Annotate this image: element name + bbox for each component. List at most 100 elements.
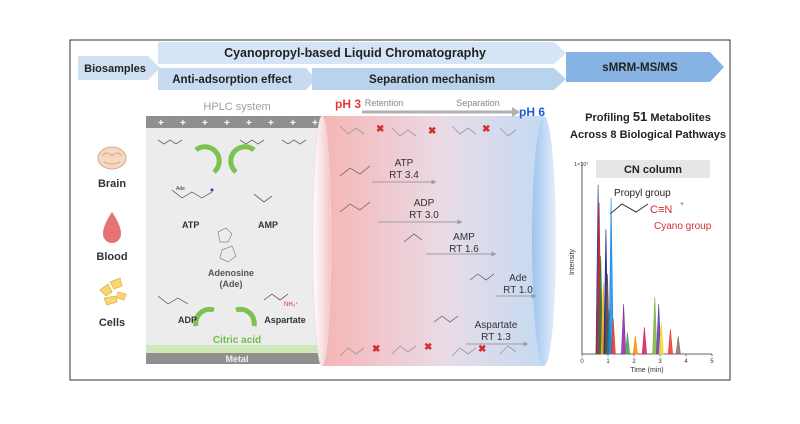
cyano-ligands (339, 125, 517, 357)
separation-mechanism-label: Separation mechanism (369, 74, 495, 86)
atp-structure (171, 188, 214, 199)
sample-brain: Brain (98, 178, 126, 190)
cells-icon (99, 277, 127, 306)
amp-structure (253, 193, 273, 203)
profiling-count: 51 (633, 109, 647, 124)
sep-amp-name: AMP (453, 232, 475, 243)
chrom-peak-9 (621, 304, 627, 355)
positive-charges: + + + + + + + + (158, 118, 318, 129)
sep-atp-rt: RT 3.4 (389, 170, 419, 181)
cyano-symbol: C≡N (650, 204, 672, 216)
column-right-cap (532, 116, 556, 366)
chrom-tick-label-4: 4 (684, 359, 688, 365)
svg-text:+: + (246, 118, 252, 129)
citric-acid-top (157, 139, 307, 145)
aspartate-structure (263, 293, 289, 301)
column-body (322, 116, 544, 366)
sample-cells: Cells (99, 317, 125, 329)
chrom-tick-label-3: 3 (658, 359, 662, 365)
chrom-peak-15 (658, 321, 664, 355)
separation-label: Separation (456, 98, 500, 108)
sep-atp-name: ATP (395, 158, 414, 169)
chrom-tick-label-2: 2 (632, 359, 636, 365)
citric-acid-label: Citric acid (213, 335, 261, 346)
sep-amp-rt: RT 1.6 (449, 244, 479, 255)
separation-mechanism-arrow (312, 68, 566, 90)
header-arrows: Biosamples Cyanopropyl-based Liquid Chro… (78, 42, 724, 90)
brain-icon (97, 146, 127, 170)
sample-blood: Blood (96, 251, 127, 263)
chrom-tick-label-5: 5 (710, 359, 714, 365)
hplc-atp-label: ATP (182, 220, 199, 230)
cyano-label: Cyano group (654, 221, 712, 232)
propyl-label: Propyl group (614, 188, 671, 199)
separation-column: pH 3 pH 6 Retention Separation ✖ ✖ ✖ ✖ ✖ ✖ (312, 97, 556, 367)
profiling-text: Profiling 51 Metabolites Across 8 Biolog… (570, 109, 726, 141)
hplc-ade-label: (Ade) (220, 279, 243, 289)
svg-text:✖: ✖ (424, 342, 432, 353)
adenosine-structure (217, 227, 237, 263)
chromatogram: 1×10⁷ Intensity Time (min) 0 1 2 3 4 5 (569, 161, 714, 374)
detection-label: sMRM-MS/MS (602, 62, 678, 74)
retention-label: Retention (365, 98, 404, 108)
svg-text:+: + (290, 118, 296, 129)
citric-binding-arrows (193, 144, 257, 327)
hplc-adp-label: ADP (178, 315, 197, 325)
svg-text:Profiling 51 Metabolites: Profiling 51 Metabolites (585, 109, 711, 124)
ph-low-label: pH 3 (335, 97, 361, 111)
hplc-adenosine-label: Adenosine (208, 268, 254, 278)
svg-text:✖: ✖ (372, 344, 380, 355)
propyl-chain (609, 203, 649, 215)
profiling-line2: Across 8 Biological Pathways (570, 129, 726, 141)
atp-ade-label: Ade (176, 186, 185, 192)
sep-ade-name: Ade (509, 273, 527, 284)
chrom-xlabel: Time (min) (630, 367, 663, 374)
chrom-tick-label-0: 0 (580, 359, 584, 365)
chrom-ylabel: Intensity (569, 248, 576, 275)
detection-arrow (566, 52, 724, 82)
column-left-cap (312, 115, 332, 367)
svg-text:+: + (202, 118, 208, 129)
sep-aspartate-rt: RT 1.3 (481, 332, 511, 343)
chrom-peak-17 (675, 336, 681, 355)
biosamples-label: Biosamples (84, 63, 146, 75)
hplc-title: HPLC system (203, 101, 270, 113)
chrom-peak-10 (624, 332, 631, 355)
chrom-y-scale: 1×10⁷ (574, 161, 588, 168)
main-title: Cyanopropyl-based Liquid Chromatography (224, 46, 486, 60)
profiling-suffix: Metabolites (647, 112, 711, 124)
sample-icons: Brain Blood Cells (96, 146, 128, 329)
sep-aspartate-name: Aspartate (475, 320, 518, 331)
blood-drop-icon (103, 212, 121, 243)
adp-structure (157, 295, 189, 305)
chrom-peak-16 (667, 329, 673, 355)
retention-arrows (372, 179, 537, 347)
ph-high-label: pH 6 (519, 105, 545, 119)
hplc-top-metal (146, 116, 328, 128)
svg-text:+: + (312, 118, 318, 129)
aspartate-nh3: NH₃⁺ (284, 301, 298, 308)
chrom-x-ticks: 0 1 2 3 4 5 (580, 354, 714, 365)
profiling-prefix: Profiling (585, 112, 633, 124)
main-title-arrow (158, 42, 566, 64)
hplc-amp-label: AMP (258, 220, 278, 230)
hplc-panel: HPLC system + + + + + + + + Metal Citric acid (146, 101, 328, 364)
biosamples-arrow (78, 56, 160, 80)
chrom-peak-13 (652, 297, 658, 355)
cn-column-box: CN column Propyl group C≡N + Cyano group (596, 160, 712, 232)
hplc-bottom-metal (146, 353, 328, 364)
svg-text:+: + (268, 118, 274, 129)
citric-layer (146, 345, 328, 353)
phosphate-structures (339, 165, 495, 323)
sep-ade-rt: RT 1.0 (503, 285, 533, 296)
cyano-charge: + (680, 201, 684, 208)
cn-column-title-bg (596, 160, 710, 178)
svg-text:✖: ✖ (482, 124, 490, 135)
chrom-peak-12 (641, 327, 647, 355)
sep-adp-name: ADP (414, 198, 435, 209)
cn-column-title: CN column (624, 164, 682, 176)
anti-adsorption-arrow (158, 68, 316, 90)
svg-text:+: + (158, 118, 164, 129)
svg-text:+: + (180, 118, 186, 129)
